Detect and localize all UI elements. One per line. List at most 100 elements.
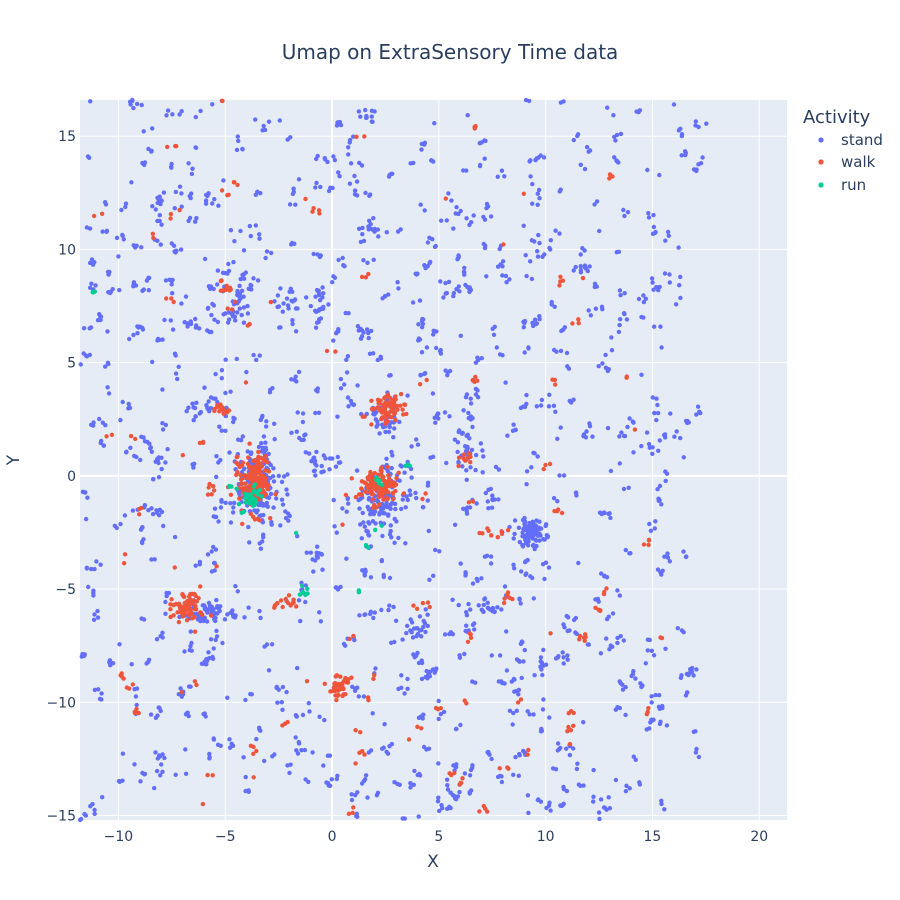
point-stand — [613, 777, 619, 783]
y-tick-label: 15 — [58, 129, 76, 145]
point-walk — [340, 522, 345, 527]
legend-item-walk[interactable]: walk — [818, 153, 876, 171]
point-walk — [473, 374, 478, 380]
point-stand — [133, 283, 139, 288]
point-stand — [357, 613, 362, 618]
point-stand — [420, 505, 426, 510]
point-stand — [419, 676, 425, 682]
point-stand — [421, 618, 426, 624]
point-walk — [566, 724, 571, 730]
point-stand — [443, 291, 448, 296]
point-walk — [193, 607, 199, 612]
point-walk — [209, 492, 214, 497]
point-stand — [296, 177, 302, 182]
point-stand — [214, 474, 219, 480]
point-run — [293, 530, 299, 536]
point-walk — [168, 211, 174, 217]
point-stand — [631, 754, 636, 759]
point-stand — [602, 805, 608, 810]
point-walk — [489, 533, 494, 538]
point-stand — [499, 168, 505, 173]
point-walk — [284, 599, 289, 604]
legend-item-run[interactable]: run — [818, 176, 866, 194]
point-stand — [636, 296, 642, 302]
point-stand — [521, 325, 526, 330]
point-stand — [535, 191, 540, 196]
point-walk — [497, 766, 502, 771]
point-stand — [617, 322, 622, 328]
point-stand — [587, 421, 592, 426]
point-stand — [375, 790, 381, 795]
point-walk — [547, 461, 553, 467]
point-stand — [83, 490, 88, 495]
point-run — [373, 527, 378, 533]
point-stand — [148, 445, 154, 450]
point-stand — [529, 276, 535, 282]
point-stand — [139, 102, 144, 108]
point-stand — [372, 610, 377, 615]
point-stand — [526, 524, 531, 529]
point-stand — [366, 224, 371, 229]
point-stand — [94, 559, 99, 564]
point-walk — [463, 458, 468, 463]
point-stand — [278, 325, 283, 330]
point-stand — [655, 402, 660, 408]
point-stand — [617, 434, 622, 439]
point-walk — [384, 402, 389, 407]
point-stand — [523, 97, 529, 103]
point-stand — [156, 475, 162, 480]
point-walk — [641, 542, 647, 547]
point-stand — [571, 746, 576, 751]
point-walk — [234, 472, 239, 478]
point-stand — [162, 755, 167, 761]
point-stand — [511, 710, 516, 716]
point-run — [374, 475, 379, 480]
point-stand — [100, 795, 105, 800]
point-walk — [177, 207, 182, 213]
point-stand — [149, 449, 154, 454]
point-walk — [210, 773, 215, 778]
point-stand — [581, 720, 586, 725]
point-stand — [530, 201, 535, 206]
point-stand — [184, 409, 189, 414]
point-stand — [617, 317, 623, 322]
point-walk — [280, 604, 285, 610]
point-walk — [256, 449, 261, 455]
point-stand — [473, 452, 479, 458]
point-walk — [172, 565, 177, 570]
point-stand — [535, 533, 541, 538]
point-walk — [543, 462, 548, 468]
point-stand — [213, 371, 218, 377]
point-stand — [426, 528, 431, 534]
point-stand — [482, 156, 487, 161]
point-stand — [386, 513, 391, 518]
point-stand — [278, 286, 283, 291]
point-stand — [335, 414, 340, 419]
point-stand — [662, 271, 668, 276]
point-stand — [431, 332, 436, 337]
point-stand — [453, 764, 459, 770]
point-walk — [420, 496, 425, 502]
point-stand — [363, 612, 368, 617]
point-stand — [268, 462, 273, 468]
point-stand — [363, 190, 368, 196]
point-walk — [180, 614, 185, 619]
point-stand — [85, 495, 90, 500]
point-stand — [411, 782, 416, 787]
point-stand — [338, 386, 344, 391]
point-walk — [400, 407, 405, 412]
point-walk — [225, 193, 230, 198]
point-stand — [659, 502, 664, 507]
point-stand — [561, 327, 566, 332]
point-stand — [152, 785, 157, 791]
point-walk — [394, 403, 399, 408]
point-walk — [384, 411, 389, 416]
legend-item-stand[interactable]: stand — [818, 131, 883, 149]
point-stand — [352, 688, 358, 693]
point-stand — [89, 422, 94, 427]
point-stand — [663, 435, 668, 440]
point-stand — [681, 549, 686, 554]
point-stand — [405, 393, 410, 398]
point-stand — [262, 758, 267, 764]
point-stand — [291, 186, 296, 191]
